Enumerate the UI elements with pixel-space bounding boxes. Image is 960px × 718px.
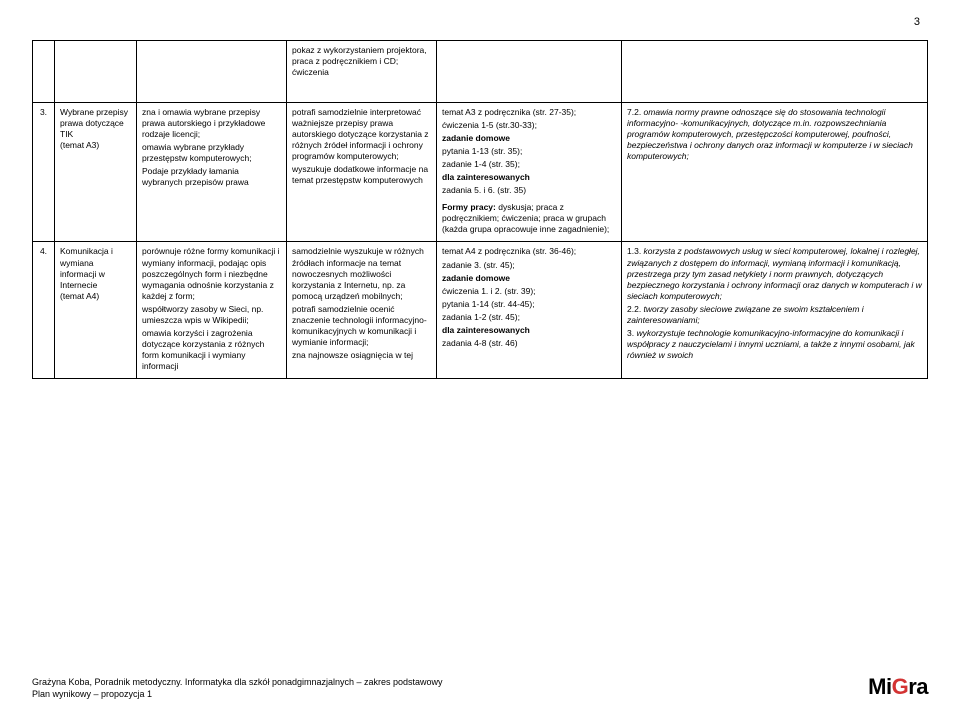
para-bold: zadanie domowe	[442, 273, 616, 284]
para-bold: zadanie domowe	[442, 133, 616, 144]
para: temat A4 z podręcznika (str. 36-46);	[442, 246, 616, 257]
footer-text: Grażyna Koba, Poradnik metodyczny. Infor…	[32, 676, 443, 700]
para: 1.3. korzysta z podstawowych usług w sie…	[627, 246, 922, 301]
para: samodzielnie wyszukuje w różnych źródłac…	[292, 246, 431, 301]
para: ćwiczenia 1-5 (str.30-33);	[442, 120, 616, 131]
para: zna i omawia wybrane przepisy prawa auto…	[142, 107, 281, 140]
table-row: pokaz z wykorzystaniem projektora, praca…	[33, 41, 928, 103]
topic-title: Komunikacja i wymiana informacji w Inter…	[55, 242, 137, 379]
para-bold: dla zainteresowanych	[442, 325, 616, 336]
footer-line2: Plan wynikowy – propozycja 1	[32, 689, 152, 699]
table-row: 3. Wybrane przepisy prawa dotyczące TIK …	[33, 103, 928, 242]
para: 2.2. tworzy zasoby sieciowe związane ze …	[627, 304, 922, 326]
para: Podaje przykłady łamania wybranych przep…	[142, 166, 281, 188]
para: temat A3 z podręcznika (str. 27-35);	[442, 107, 616, 118]
para: zadanie 3. (str. 45);	[442, 260, 616, 271]
logo-part-ra: ra	[908, 674, 928, 699]
title-main: Komunikacja i wymiana informacji w Inter…	[60, 246, 113, 289]
curriculum-table-wrap: pokaz z wykorzystaniem projektora, praca…	[32, 40, 928, 379]
para: pytania 1-14 (str. 44-45);	[442, 299, 616, 310]
para: omawia korzyści i zagrożenia dotyczące k…	[142, 328, 281, 372]
para: zadania 1-2 (str. 45);	[442, 312, 616, 323]
basic-requirements: zna i omawia wybrane przepisy prawa auto…	[137, 103, 287, 242]
table-row: 4. Komunikacja i wymiana informacji w In…	[33, 242, 928, 379]
row-number: 4.	[33, 242, 55, 379]
cell-empty	[55, 41, 137, 103]
para: porównuje różne formy komunikacji i wymi…	[142, 246, 281, 301]
std-num: 7.2.	[627, 107, 644, 117]
std-text: korzysta z podstawowych usług w sieci ko…	[627, 246, 922, 300]
std-text: omawia normy prawne odnoszące się do sto…	[627, 107, 913, 161]
cell-empty	[137, 41, 287, 103]
para-bold: dla zainteresowanych	[442, 172, 616, 183]
para: ćwiczenia 1. i 2. (str. 39);	[442, 286, 616, 297]
para: zna najnowsze osiągnięcia w tej	[292, 350, 431, 361]
cell-empty	[437, 41, 622, 103]
exercises: temat A4 z podręcznika (str. 36-46); zad…	[437, 242, 622, 379]
page-footer: Grażyna Koba, Poradnik metodyczny. Infor…	[32, 674, 928, 700]
std-text: tworzy zasoby sieciowe związane ze swoim…	[627, 304, 864, 325]
extended-requirements: potrafi samodzielnie interpretować ważni…	[287, 103, 437, 242]
title-sub: (temat A4)	[60, 291, 99, 301]
footer-line1: Grażyna Koba, Poradnik metodyczny. Infor…	[32, 677, 443, 687]
title-sub: (temat A3)	[60, 140, 99, 150]
standards: 7.2. omawia normy prawne odnoszące się d…	[622, 103, 928, 242]
para: potrafi samodzielnie interpretować ważni…	[292, 107, 431, 162]
para: zadanie 1-4 (str. 35);	[442, 159, 616, 170]
title-main: Wybrane przepisy prawa dotyczące TIK	[60, 107, 128, 139]
exercises: temat A3 z podręcznika (str. 27-35); ćwi…	[437, 103, 622, 242]
row-number: 3.	[33, 103, 55, 242]
extended-requirements: samodzielnie wyszukuje w różnych źródłac…	[287, 242, 437, 379]
para-formy: Formy pracy: dyskusja; praca z podręczni…	[442, 202, 616, 235]
cell-empty	[622, 41, 928, 103]
page-number: 3	[914, 16, 920, 28]
para: potrafi samodzielnie ocenić znaczenie te…	[292, 304, 431, 348]
logo-part-mi: Mi	[868, 674, 891, 699]
std-num: 2.2.	[627, 304, 644, 314]
para: współtworzy zasoby w Sieci, np. umieszcz…	[142, 304, 281, 326]
migra-logo: MiGra	[868, 674, 928, 700]
basic-requirements: porównuje różne formy komunikacji i wymi…	[137, 242, 287, 379]
para: 7.2. omawia normy prawne odnoszące się d…	[627, 107, 922, 162]
cell-empty	[33, 41, 55, 103]
topic-title: Wybrane przepisy prawa dotyczące TIK (te…	[55, 103, 137, 242]
para: zadania 4-8 (str. 46)	[442, 338, 616, 349]
formy-label: Formy pracy:	[442, 202, 496, 212]
std-num: 1.3.	[627, 246, 644, 256]
para: 3. wykorzystuje technologie komunikacyjn…	[627, 328, 922, 361]
std-text: wykorzystuje technologie komunikacyjno-i…	[627, 328, 915, 360]
standards: 1.3. korzysta z podstawowych usług w sie…	[622, 242, 928, 379]
para: wyszukuje dodatkowe informacje na temat …	[292, 164, 431, 186]
para: pytania 1-13 (str. 35);	[442, 146, 616, 157]
logo-part-g: G	[892, 674, 909, 699]
para: omawia wybrane przykłady przestępstw kom…	[142, 142, 281, 164]
cell-method: pokaz z wykorzystaniem projektora, praca…	[287, 41, 437, 103]
para: zadania 5. i 6. (str. 35)	[442, 185, 616, 196]
curriculum-table: pokaz z wykorzystaniem projektora, praca…	[32, 40, 928, 379]
